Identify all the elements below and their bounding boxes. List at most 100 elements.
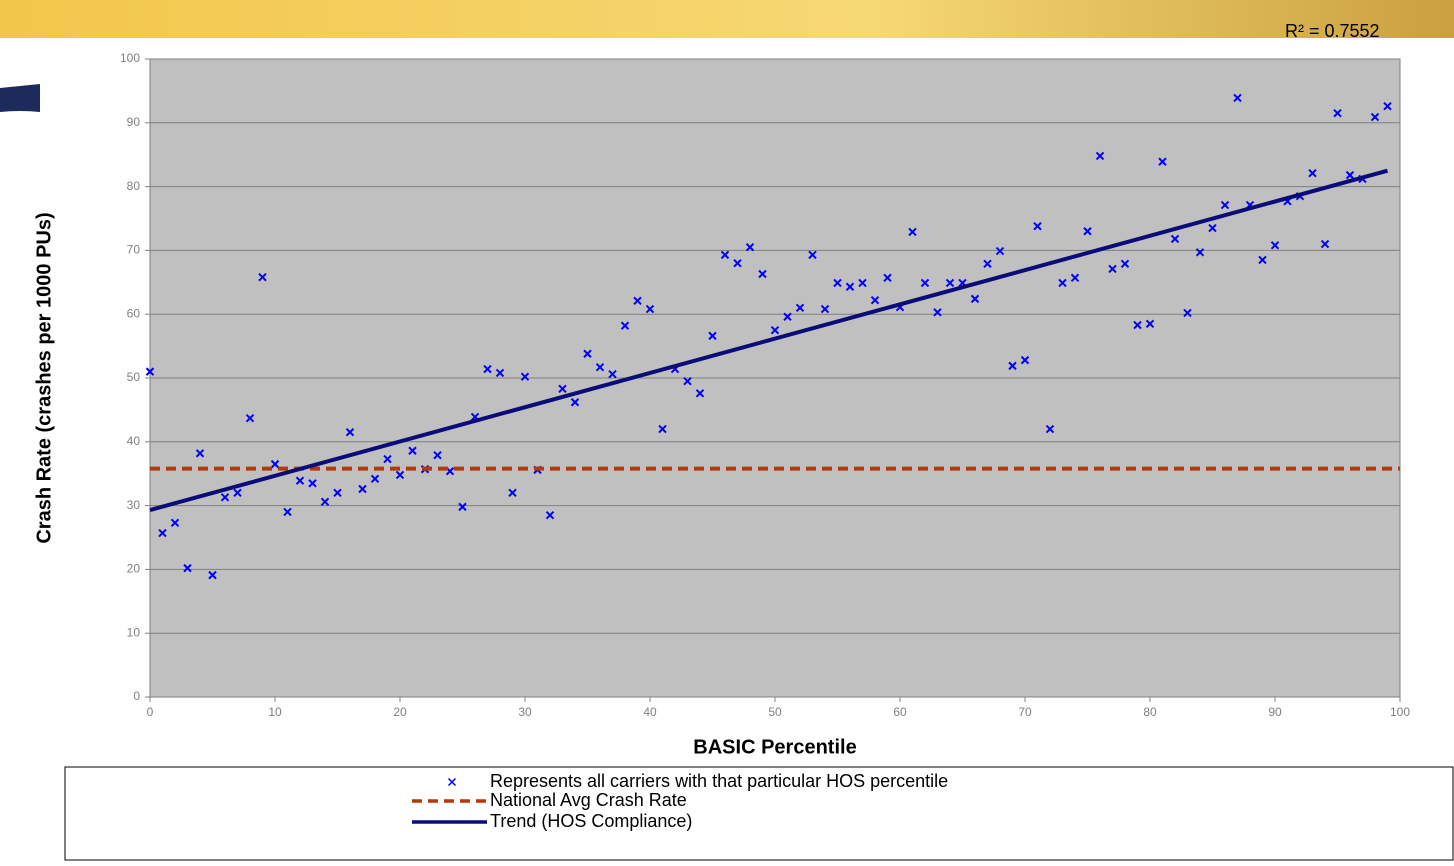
- r-squared: R² = 0.7552: [1285, 21, 1380, 41]
- data-point: [1120, 259, 1130, 269]
- data-point: [820, 304, 830, 314]
- data-point: [270, 459, 280, 469]
- data-point: [745, 243, 755, 252]
- data-point: [633, 296, 642, 306]
- data-point: [1145, 319, 1155, 328]
- y-tick-label: 60: [127, 306, 141, 320]
- data-point: [683, 376, 692, 386]
- data-point: [1383, 102, 1392, 111]
- data-point: [183, 563, 192, 573]
- data-point: [645, 304, 655, 314]
- data-point: [245, 413, 255, 423]
- data-point: [1220, 200, 1230, 210]
- data-point: [920, 278, 930, 288]
- data-point: [583, 349, 592, 358]
- data-point: [170, 518, 180, 528]
- x-tick-label: 30: [518, 705, 532, 719]
- data-point: [808, 250, 817, 260]
- data-point: [1045, 424, 1055, 434]
- y-axis-label: Crash Rate (crashes per 1000 PUs): [33, 212, 55, 543]
- data-point: [1270, 241, 1280, 250]
- y-tick-label: 90: [127, 115, 141, 129]
- data-point: [1333, 109, 1342, 118]
- data-point: [208, 570, 217, 580]
- x-tick-label: 20: [393, 705, 407, 719]
- data-point: [858, 278, 867, 288]
- data-point: [383, 454, 392, 464]
- y-tick-label: 30: [127, 498, 141, 512]
- data-point: [395, 470, 405, 480]
- x-tick-label: 40: [643, 705, 657, 719]
- legend: [64, 766, 1454, 861]
- data-point: [1370, 112, 1380, 122]
- y-tick-label: 10: [127, 625, 141, 639]
- data-point: [345, 428, 355, 437]
- series-line: [149, 168, 1389, 512]
- data-point: [720, 250, 730, 260]
- data-point: [520, 372, 530, 381]
- data-point: [908, 227, 917, 237]
- legend-marker: [447, 777, 457, 787]
- data-point: [733, 258, 742, 268]
- y-tick-label: 40: [127, 434, 141, 448]
- data-point: [1195, 248, 1205, 257]
- data-point: [795, 303, 805, 313]
- data-point: [1083, 227, 1092, 236]
- data-point: [508, 488, 517, 498]
- data-point: [1320, 239, 1330, 249]
- data-point: [220, 493, 230, 502]
- legend-label: Trend (HOS Compliance): [490, 811, 692, 831]
- data-point: [708, 331, 717, 341]
- data-point: [233, 488, 242, 498]
- y-tick-label: 70: [127, 243, 141, 257]
- data-point: [295, 476, 305, 485]
- x-tick-label: 50: [768, 705, 782, 719]
- x-axis-label: BASIC Percentile: [693, 736, 856, 758]
- data-point: [620, 321, 630, 330]
- data-point: [1170, 234, 1180, 244]
- data-point: [1070, 273, 1080, 283]
- data-point: [1033, 221, 1042, 231]
- data-point: [258, 272, 267, 282]
- data-point: [308, 479, 317, 488]
- x-tick-label: 100: [1390, 705, 1410, 719]
- data-point: [870, 295, 880, 305]
- data-point: [833, 278, 842, 288]
- data-point: [995, 246, 1005, 256]
- data-point: [758, 269, 767, 279]
- y-tick-label: 50: [127, 370, 141, 384]
- data-point: [1158, 157, 1167, 166]
- data-point: [1308, 168, 1317, 178]
- data-point: [333, 488, 342, 498]
- x-tick-label: 0: [147, 705, 154, 719]
- logo-fragment: [0, 84, 40, 112]
- data-point: [1058, 278, 1067, 288]
- data-point: [483, 364, 492, 374]
- data-point: [195, 449, 205, 458]
- data-point: [408, 446, 417, 455]
- x-tick-label: 60: [893, 705, 907, 719]
- data-point: [320, 497, 330, 506]
- data-point: [433, 450, 442, 460]
- data-point: [1258, 255, 1267, 265]
- legend-label: National Avg Crash Rate: [490, 790, 687, 810]
- data-point: [1020, 355, 1030, 365]
- y-tick-label: 100: [120, 51, 140, 65]
- data-point: [883, 273, 892, 283]
- legend-label: Represents all carriers with that partic…: [490, 771, 948, 791]
- x-tick-label: 10: [268, 705, 282, 719]
- header-band: [0, 0, 1454, 38]
- data-point: [545, 510, 555, 520]
- data-point: [1133, 320, 1142, 330]
- x-tick-label: 70: [1018, 705, 1032, 719]
- data-point: [1008, 361, 1017, 371]
- data-point: [970, 294, 980, 304]
- data-point: [1108, 264, 1117, 274]
- data-point: [283, 507, 292, 517]
- data-point: [570, 398, 580, 407]
- data-point: [608, 369, 617, 379]
- y-tick-label: 0: [133, 689, 140, 703]
- data-point: [1095, 151, 1105, 161]
